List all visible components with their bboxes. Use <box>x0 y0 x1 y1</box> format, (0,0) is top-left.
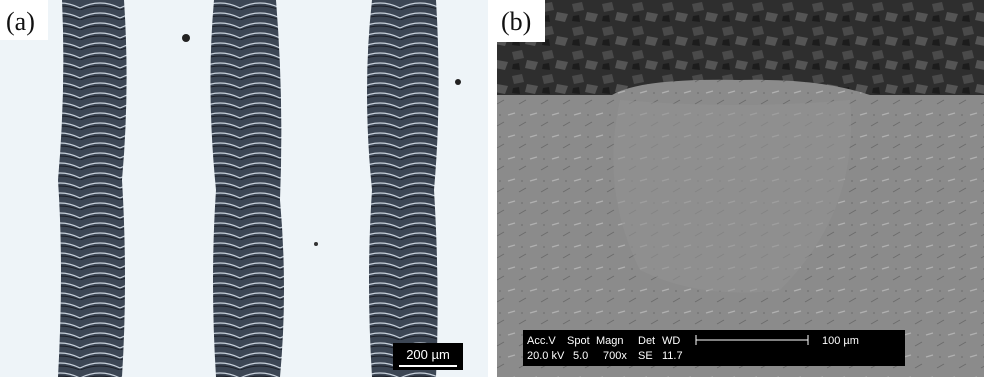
info-header: Magn <box>596 335 624 347</box>
info-header: Det <box>638 335 655 347</box>
info-header: Spot <box>567 335 590 347</box>
info-value: SE <box>638 350 653 362</box>
weld-track <box>367 0 439 377</box>
panel-b: (b) Acc.V Spot Magn Det WD 20.0 kV 5.0 7… <box>497 0 984 377</box>
info-header: Acc.V <box>527 335 556 347</box>
particle <box>182 34 190 42</box>
figure: (a) 200 µm (b) Acc.V Spot Magn Det WD 20… <box>0 0 984 377</box>
panel-label: (a) <box>6 7 35 36</box>
info-value: 11.7 <box>662 350 683 362</box>
info-value: 20.0 kV <box>527 350 565 362</box>
panel-label: (b) <box>501 7 531 36</box>
info-value: 700x <box>603 350 627 362</box>
scale-bar-label: 100 µm <box>822 335 859 347</box>
weld-track <box>58 0 127 377</box>
particle <box>455 79 461 85</box>
weld-track <box>210 0 284 377</box>
particle <box>314 242 318 246</box>
info-value: 5.0 <box>573 350 588 362</box>
info-header: WD <box>662 335 680 347</box>
scale-bar-label: 200 µm <box>406 347 450 362</box>
panel-a: (a) 200 µm <box>0 0 488 377</box>
